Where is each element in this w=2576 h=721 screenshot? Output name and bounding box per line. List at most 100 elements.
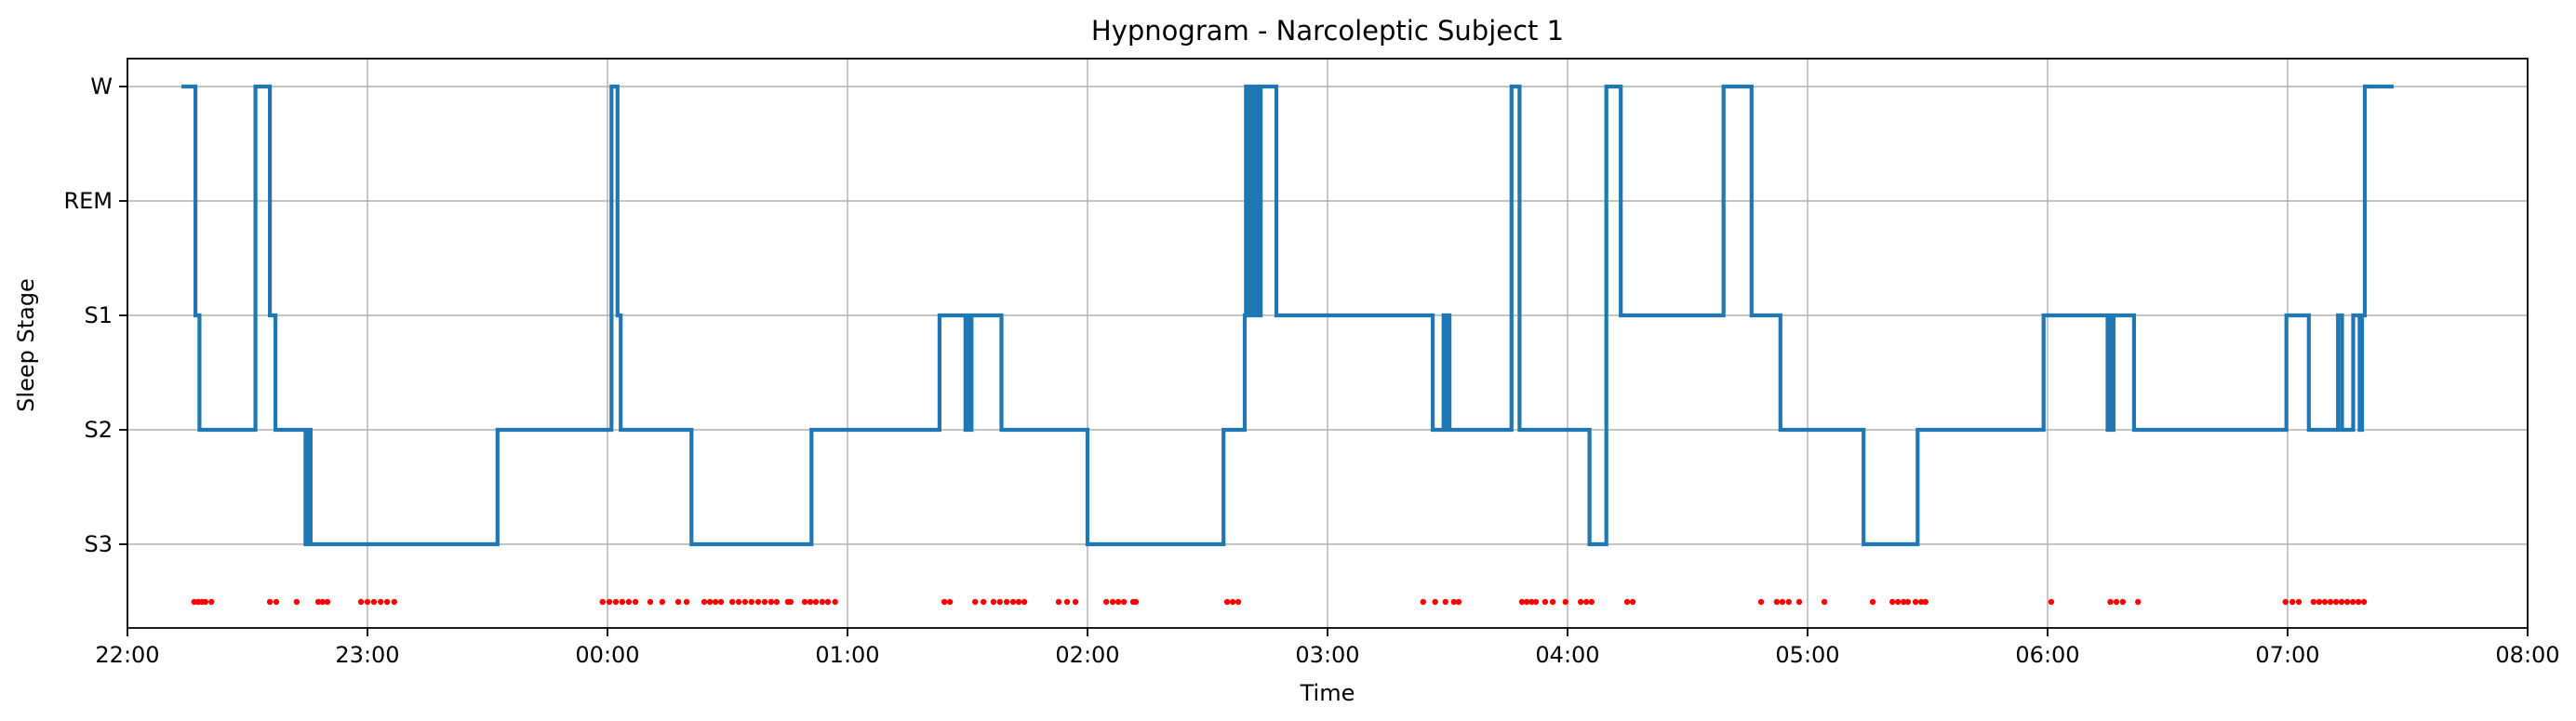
x-tick-label: 02:00 bbox=[1055, 642, 1119, 668]
event-marker bbox=[1901, 598, 1907, 606]
x-tick-label: 06:00 bbox=[2015, 642, 2079, 668]
event-marker bbox=[1109, 598, 1116, 606]
event-marker bbox=[946, 598, 954, 606]
event-marker bbox=[1021, 598, 1028, 606]
event-marker bbox=[2310, 598, 2317, 606]
event-marker bbox=[729, 598, 736, 606]
event-marker bbox=[1779, 598, 1786, 606]
event-marker bbox=[314, 598, 322, 606]
event-marker bbox=[990, 598, 997, 606]
event-marker bbox=[1114, 598, 1122, 606]
event-marker bbox=[208, 598, 215, 606]
event-marker bbox=[2332, 598, 2340, 606]
plot-area bbox=[181, 84, 2394, 606]
event-marker bbox=[832, 598, 838, 606]
event-marker bbox=[1072, 598, 1079, 606]
event-marker bbox=[1442, 598, 1449, 606]
event-marker bbox=[1757, 598, 1765, 606]
x-tick-label: 08:00 bbox=[2495, 642, 2559, 668]
x-axis-ticks: 22:00 23:00 00:00 01:00 02:00 03:00 04:00 05:00… bbox=[95, 628, 2560, 668]
event-marker bbox=[647, 598, 654, 606]
event-marker bbox=[273, 598, 280, 606]
event-marker bbox=[1821, 598, 1828, 606]
event-marker bbox=[1223, 598, 1231, 606]
event-marker bbox=[2355, 598, 2362, 606]
event-marker bbox=[266, 598, 274, 606]
event-marker bbox=[659, 598, 666, 606]
event-marker bbox=[717, 598, 725, 606]
event-marker bbox=[674, 598, 682, 606]
event-marker bbox=[2048, 598, 2055, 606]
y-tick-label: REM bbox=[63, 188, 113, 214]
event-marker bbox=[1003, 598, 1010, 606]
event-marker bbox=[1629, 598, 1636, 606]
chart-title: Hypnogram - Narcoleptic Subject 1 bbox=[1091, 15, 1564, 47]
event-marker bbox=[773, 598, 781, 606]
event-marker bbox=[1063, 598, 1071, 606]
event-marker bbox=[801, 598, 808, 606]
y-axis-ticks: W REM S1 S2 S3 bbox=[63, 73, 127, 557]
event-marker bbox=[1795, 598, 1803, 606]
event-marker bbox=[1518, 598, 1526, 606]
event-marker bbox=[683, 598, 690, 606]
event-marker bbox=[632, 598, 639, 606]
event-marker bbox=[1455, 598, 1462, 606]
event-marker bbox=[619, 598, 626, 606]
event-marker bbox=[202, 598, 208, 606]
event-marker bbox=[812, 598, 820, 606]
event-marker bbox=[2282, 598, 2289, 606]
event-marker bbox=[1532, 598, 1540, 606]
event-marker bbox=[2321, 598, 2329, 606]
event-marker bbox=[1528, 598, 1535, 606]
event-marker bbox=[2135, 598, 2142, 606]
event-marker bbox=[1055, 598, 1062, 606]
event-marker bbox=[2316, 598, 2323, 606]
event-marker bbox=[1583, 598, 1590, 606]
y-tick-label: W bbox=[90, 73, 113, 100]
event-marker bbox=[1450, 598, 1458, 606]
event-marker bbox=[2327, 598, 2334, 606]
x-tick-label: 07:00 bbox=[2255, 642, 2319, 668]
event-marker bbox=[1229, 598, 1236, 606]
event-marker bbox=[2360, 598, 2368, 606]
event-marker bbox=[1895, 598, 1902, 606]
event-marker bbox=[1549, 598, 1556, 606]
y-tick-label: S2 bbox=[84, 417, 113, 443]
event-marker bbox=[941, 598, 948, 606]
event-marker bbox=[1132, 598, 1140, 606]
x-tick-label: 00:00 bbox=[575, 642, 639, 668]
event-marker bbox=[1432, 598, 1438, 606]
event-marker bbox=[383, 598, 391, 606]
event-marker bbox=[2338, 598, 2345, 606]
x-tick-label: 01:00 bbox=[815, 642, 879, 668]
x-tick-label: 03:00 bbox=[1295, 642, 1359, 668]
event-marker bbox=[1785, 598, 1793, 606]
event-marker bbox=[824, 598, 832, 606]
event-marker bbox=[364, 598, 371, 606]
event-marker bbox=[701, 598, 708, 606]
event-marker bbox=[391, 598, 397, 606]
event-marker bbox=[2349, 598, 2356, 606]
event-marker bbox=[1904, 598, 1912, 606]
x-axis-label: Time bbox=[1300, 680, 1355, 706]
event-marker bbox=[1009, 598, 1017, 606]
x-tick-label: 23:00 bbox=[335, 642, 399, 668]
event-marker bbox=[1562, 598, 1569, 606]
event-marker bbox=[2343, 598, 2351, 606]
event-marker bbox=[370, 598, 378, 606]
event-marker bbox=[1015, 598, 1022, 606]
hypnogram-line bbox=[181, 84, 2394, 547]
event-marker bbox=[1420, 598, 1427, 606]
event-marker bbox=[357, 598, 365, 606]
event-marker bbox=[1523, 598, 1530, 606]
event-marker bbox=[712, 598, 719, 606]
event-marker bbox=[1103, 598, 1110, 606]
event-marker bbox=[1542, 598, 1549, 606]
event-marker bbox=[1869, 598, 1876, 606]
event-marker bbox=[625, 598, 632, 606]
event-marker bbox=[819, 598, 826, 606]
event-marker bbox=[2113, 598, 2120, 606]
event-marker bbox=[807, 598, 814, 606]
event-marker bbox=[972, 598, 979, 606]
